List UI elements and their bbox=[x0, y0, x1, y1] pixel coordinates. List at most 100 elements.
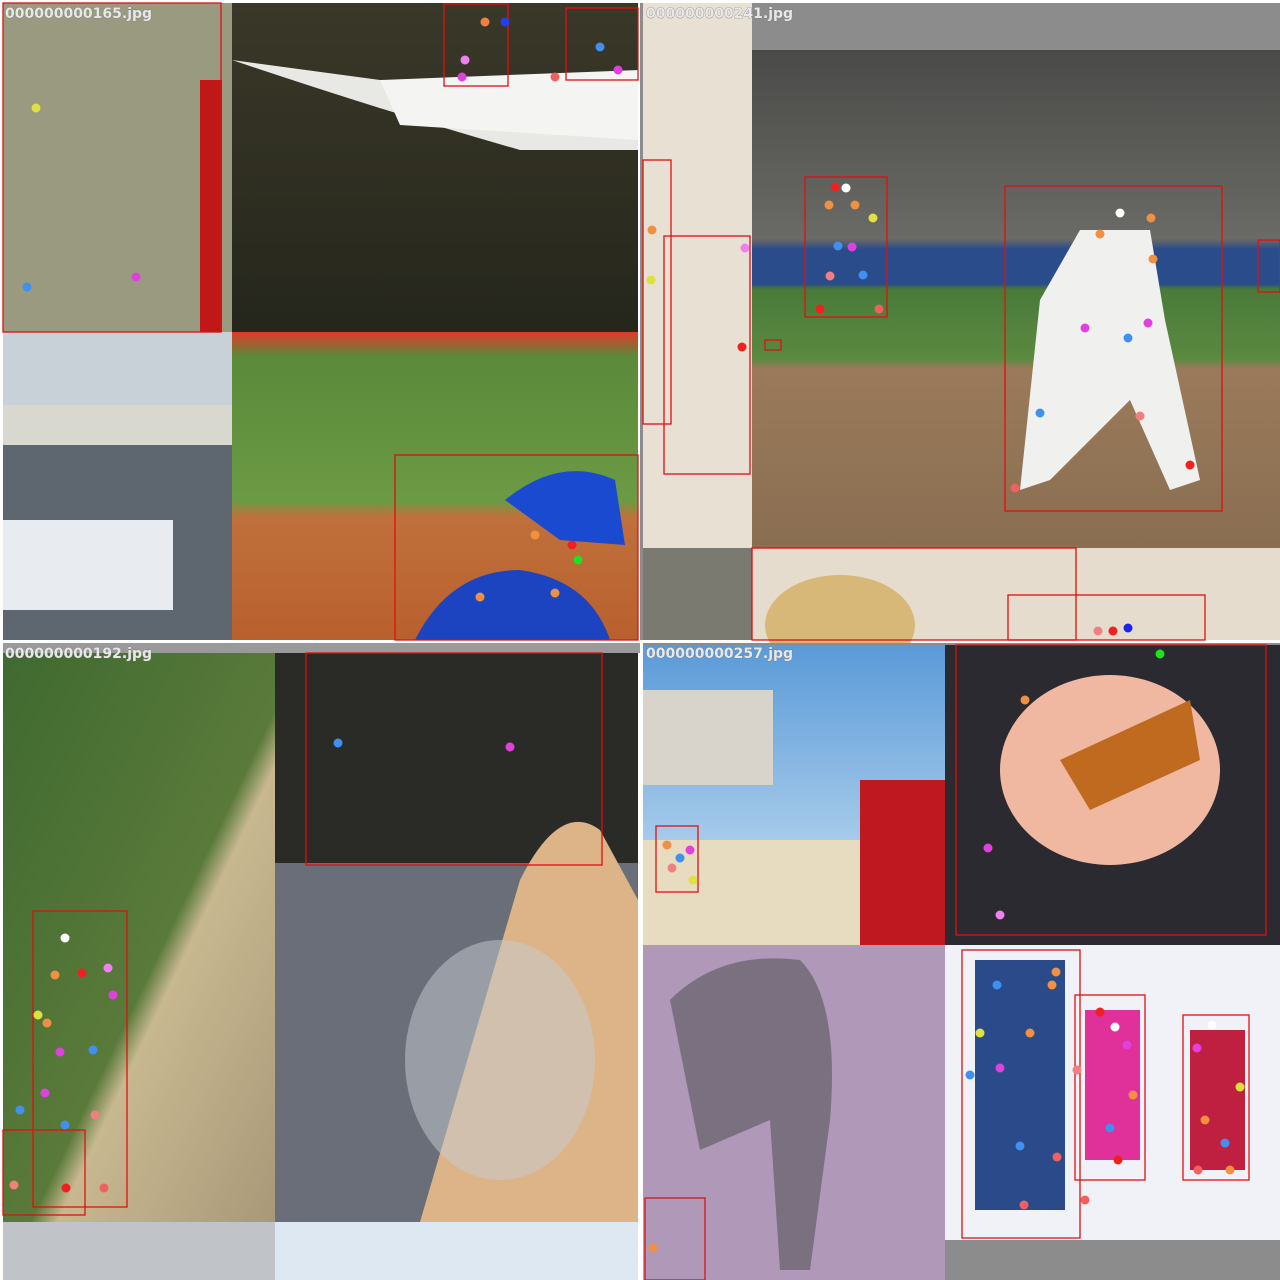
keypoint bbox=[9, 1180, 19, 1190]
keypoint bbox=[667, 863, 677, 873]
keypoint bbox=[1051, 967, 1061, 977]
keypoint bbox=[1035, 408, 1045, 418]
keypoint bbox=[992, 980, 1002, 990]
keypoint bbox=[595, 42, 605, 52]
keypoints bbox=[9, 17, 1245, 1253]
baseball-image bbox=[752, 50, 1280, 548]
bbox bbox=[642, 159, 672, 425]
keypoint bbox=[1128, 1090, 1138, 1100]
bbox bbox=[1074, 994, 1146, 1181]
filename-label: 000000000241.jpg bbox=[646, 6, 793, 22]
keypoint bbox=[40, 1088, 50, 1098]
keypoint bbox=[1193, 1165, 1203, 1175]
keypoint bbox=[1200, 1115, 1210, 1125]
boat-image bbox=[232, 3, 638, 332]
keypoint bbox=[975, 1028, 985, 1038]
keypoint bbox=[457, 72, 467, 82]
bbox bbox=[955, 644, 1267, 936]
keypoint bbox=[1220, 1138, 1230, 1148]
keypoint bbox=[1047, 980, 1057, 990]
shirt bbox=[415, 570, 610, 640]
keypoint bbox=[740, 243, 750, 253]
keypoint bbox=[1093, 626, 1103, 636]
keypoint bbox=[1148, 254, 1158, 264]
keypoint bbox=[90, 1110, 100, 1120]
keypoint bbox=[1185, 460, 1195, 470]
keypoint bbox=[1095, 229, 1105, 239]
camo-red bbox=[200, 80, 222, 332]
keypoint bbox=[55, 1047, 65, 1057]
keypoint bbox=[1110, 1022, 1120, 1032]
filename-label: 000000000257.jpg bbox=[646, 646, 793, 662]
filename-label: 000000000192.jpg bbox=[5, 646, 152, 662]
bbox bbox=[804, 176, 888, 318]
carts bbox=[3, 520, 173, 610]
bbox bbox=[1004, 185, 1223, 512]
keypoint bbox=[1080, 1195, 1090, 1205]
keypoint bbox=[841, 183, 851, 193]
keypoint bbox=[77, 968, 87, 978]
keypoint bbox=[460, 55, 470, 65]
keypoint bbox=[874, 304, 884, 314]
keypoint bbox=[685, 845, 695, 855]
keypoint bbox=[1146, 213, 1156, 223]
couch-image bbox=[643, 3, 752, 548]
keypoint bbox=[60, 1120, 70, 1130]
keypoint bbox=[573, 555, 583, 565]
bbox bbox=[305, 652, 603, 866]
bbox bbox=[644, 1197, 706, 1280]
keypoint bbox=[688, 875, 698, 885]
tile-192 bbox=[2, 643, 640, 1280]
hangar bbox=[3, 405, 232, 445]
keypoint bbox=[1207, 1020, 1217, 1030]
keypoint bbox=[131, 272, 141, 282]
keypoint bbox=[31, 103, 41, 113]
bbox bbox=[2, 1129, 86, 1216]
keypoint bbox=[737, 342, 747, 352]
keypoint bbox=[648, 1243, 658, 1253]
keypoint bbox=[647, 225, 657, 235]
skier bbox=[975, 960, 1065, 1210]
bbox bbox=[1182, 1014, 1250, 1181]
truck bbox=[860, 780, 945, 945]
keypoint bbox=[995, 1063, 1005, 1073]
keypoint bbox=[505, 742, 515, 752]
keypoint bbox=[1020, 695, 1030, 705]
keypoint bbox=[530, 530, 540, 540]
pad bbox=[3, 643, 640, 653]
bbox bbox=[443, 3, 509, 87]
keypoint bbox=[983, 843, 993, 853]
keypoint bbox=[22, 282, 32, 292]
keypoint bbox=[1123, 623, 1133, 633]
keypoint bbox=[646, 275, 656, 285]
filename-label: 000000000165.jpg bbox=[5, 6, 152, 22]
keypoint bbox=[675, 853, 685, 863]
keypoint bbox=[1072, 1065, 1082, 1075]
cap bbox=[505, 471, 625, 545]
keypoint bbox=[965, 1070, 975, 1080]
bbox bbox=[1007, 594, 1206, 641]
keypoint bbox=[847, 242, 857, 252]
keypoint bbox=[60, 933, 70, 943]
keypoint bbox=[1010, 483, 1020, 493]
keypoint bbox=[567, 540, 577, 550]
sky-image bbox=[275, 1222, 638, 1280]
keypoint bbox=[825, 271, 835, 281]
child-skier bbox=[1190, 1030, 1245, 1170]
arch bbox=[643, 690, 773, 785]
keypoint bbox=[868, 213, 878, 223]
keypoint bbox=[830, 182, 840, 192]
keypoint bbox=[1135, 411, 1145, 421]
keypoint bbox=[824, 200, 834, 210]
keypoint bbox=[1225, 1165, 1235, 1175]
keypoint bbox=[550, 588, 560, 598]
keypoint bbox=[1143, 318, 1153, 328]
child-skier bbox=[1085, 1010, 1140, 1160]
catcher-image bbox=[3, 653, 275, 1222]
keypoint bbox=[850, 200, 860, 210]
keypoint bbox=[500, 17, 510, 27]
keypoint bbox=[480, 17, 490, 27]
keypoint bbox=[613, 65, 623, 75]
keypoint bbox=[1235, 1082, 1245, 1092]
